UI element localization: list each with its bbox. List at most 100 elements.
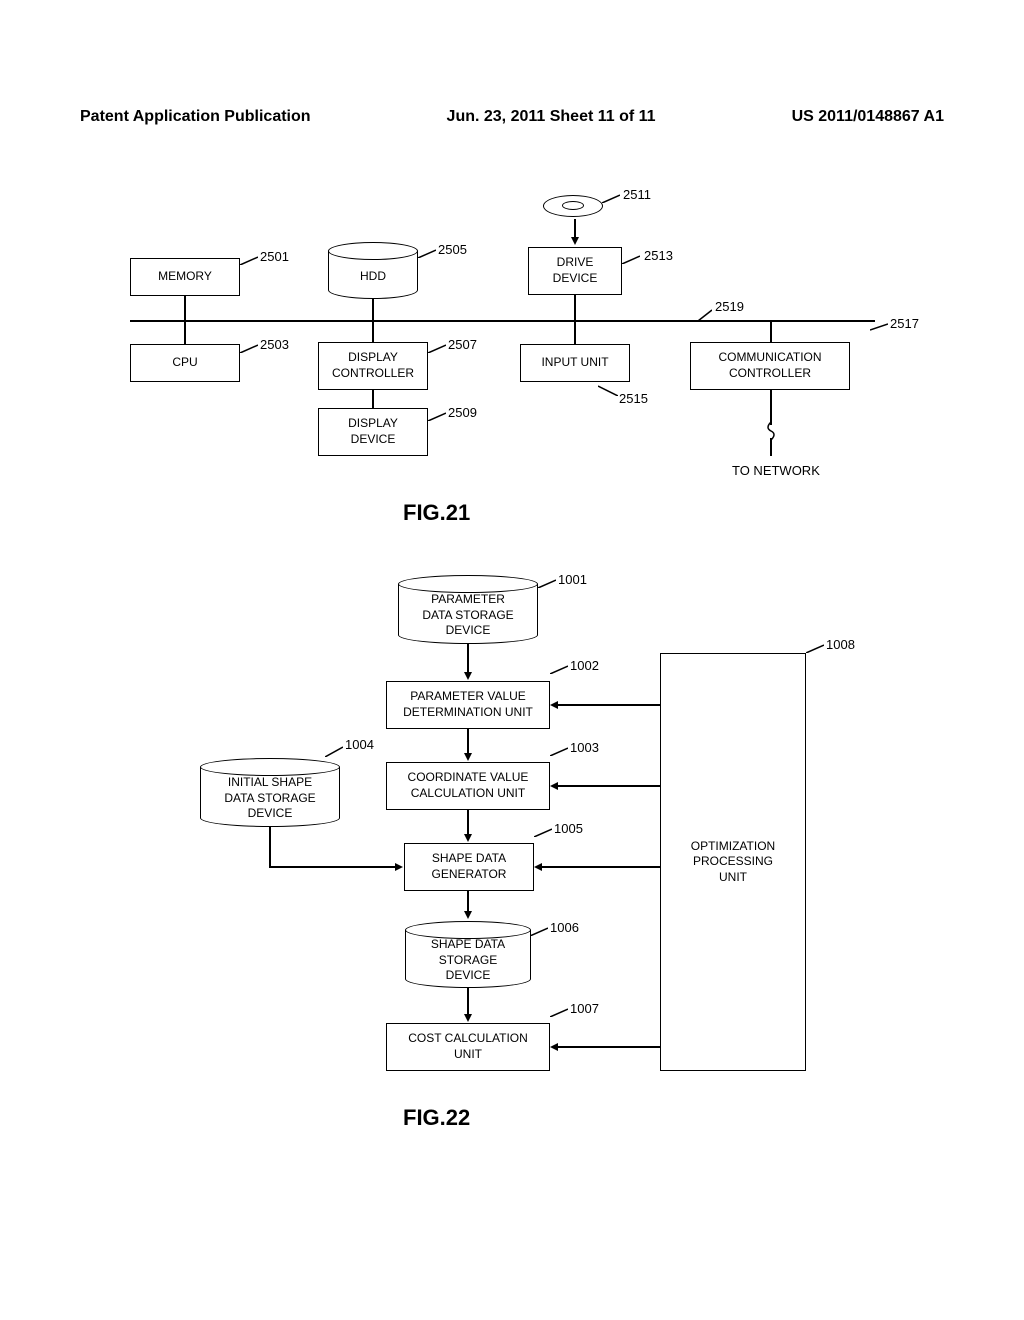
shape-storage-cylinder: SHAPE DATA STORAGE DEVICE [405,921,531,988]
conn-drive [574,295,576,321]
opt-proc-box: OPTIMIZATION PROCESSING UNIT [660,653,806,1071]
shape-storage-label: SHAPE DATA STORAGE DEVICE [431,937,505,984]
conn-opt-1003 [558,785,660,787]
conn-opt-1007-head [550,1043,558,1051]
memory-label: MEMORY [158,269,212,285]
ref-2507: 2507 [448,337,477,352]
arrow-1002-1003-head [464,753,472,761]
conn-input [574,320,576,344]
ref-leader-2515 [598,384,618,396]
arrow-1006-1007 [467,988,469,1016]
disc-inner [562,201,584,210]
shape-gen-box: SHAPE DATA GENERATOR [404,843,534,891]
ref-leader-2517 [870,322,888,332]
conn-initshape-v [269,827,271,867]
cost-calc-label: COST CALCULATION UNIT [408,1031,528,1062]
ref-leader-1005 [534,827,552,837]
ref-leader-1006 [530,926,548,936]
ref-leader-1001 [538,578,556,588]
conn-initshape-h [269,866,397,868]
param-storage-label: PARAMETER DATA STORAGE DEVICE [422,592,513,639]
arrow-1005-1006 [467,891,469,913]
conn-opt-1002-head [550,701,558,709]
display-device-box: DISPLAY DEVICE [318,408,428,456]
hdd-cylinder: HDD [328,242,418,299]
drive-device-label: DRIVE DEVICE [553,255,598,286]
ref-leader-2519 [698,308,712,321]
drive-device-box: DRIVE DEVICE [528,247,622,295]
initial-shape-cylinder: INITIAL SHAPE DATA STORAGE DEVICE [200,758,340,827]
ref-1008: 1008 [826,637,855,652]
coord-calc-box: COORDINATE VALUE CALCULATION UNIT [386,762,550,810]
ref-leader-2507 [428,343,446,353]
conn-opt-1005-head [534,863,542,871]
display-device-label: DISPLAY DEVICE [348,416,398,447]
conn-opt-1007 [558,1046,660,1048]
header-center: Jun. 23, 2011 Sheet 11 of 11 [447,108,656,126]
coord-calc-label: COORDINATE VALUE CALCULATION UNIT [408,770,529,801]
ref-1006: 1006 [550,920,579,935]
hdd-label: HDD [360,269,386,285]
ref-1002: 1002 [570,658,599,673]
display-controller-box: DISPLAY CONTROLLER [318,342,428,390]
initial-shape-label: INITIAL SHAPE DATA STORAGE DEVICE [224,775,315,822]
cpu-label: CPU [172,355,197,371]
conn-cpu [184,320,186,344]
ref-leader-2505 [418,248,436,258]
ref-2501: 2501 [260,249,289,264]
to-network-label: TO NETWORK [732,463,820,478]
conn-comm [770,320,772,342]
ref-1005: 1005 [554,821,583,836]
ref-2505: 2505 [438,242,467,257]
arrow-1002-1003 [467,729,469,755]
ref-leader-2501 [240,255,258,265]
conn-memory [184,296,186,321]
input-unit-box: INPUT UNIT [520,344,630,382]
opt-proc-label: OPTIMIZATION PROCESSING UNIT [691,839,775,886]
conn-opt-1005 [542,866,660,868]
ref-leader-1004 [325,745,343,757]
param-value-label: PARAMETER VALUE DETERMINATION UNIT [403,689,533,720]
network-line-2 [770,438,772,456]
fig22-label: FIG.22 [403,1105,470,1131]
display-controller-label: DISPLAY CONTROLLER [332,350,414,381]
conn-opt-1002 [558,704,660,706]
param-value-box: PARAMETER VALUE DETERMINATION UNIT [386,681,550,729]
conn-dispctrl-dispdev [372,390,374,408]
ref-1003: 1003 [570,740,599,755]
ref-leader-1007 [550,1007,568,1017]
header-right: US 2011/0148867 A1 [792,108,944,126]
page-header: Patent Application Publication Jun. 23, … [80,108,944,126]
conn-opt-1003-head [550,782,558,790]
cost-calc-box: COST CALCULATION UNIT [386,1023,550,1071]
conn-initshape-head [395,863,403,871]
arrow-disc-drive-head [571,237,579,245]
ref-2503: 2503 [260,337,289,352]
header-left: Patent Application Publication [80,108,311,126]
arrow-1003-1005-head [464,834,472,842]
ref-leader-1003 [550,746,568,756]
arrow-1001-1002-head [464,672,472,680]
ref-1007: 1007 [570,1001,599,1016]
ref-2509: 2509 [448,405,477,420]
arrow-disc-drive [574,219,576,239]
cpu-box: CPU [130,344,240,382]
ref-2517: 2517 [890,316,919,331]
ref-leader-2509 [428,411,446,421]
fig21-label: FIG.21 [403,500,470,526]
input-unit-label: INPUT UNIT [541,355,608,371]
shape-gen-label: SHAPE DATA GENERATOR [432,851,507,882]
network-line-1 [770,390,772,425]
conn-hdd [372,298,374,321]
arrow-1006-1007-head [464,1014,472,1022]
comm-controller-label: COMMUNICATION CONTROLLER [718,350,821,381]
comm-controller-box: COMMUNICATION CONTROLLER [690,342,850,390]
ref-2513: 2513 [644,248,673,263]
ref-1001: 1001 [558,572,587,587]
conn-dispctrl [372,320,374,342]
bus-line [130,320,875,322]
ref-1004: 1004 [345,737,374,752]
memory-box: MEMORY [130,258,240,296]
ref-2515: 2515 [619,391,648,406]
arrow-1001-1002 [467,644,469,674]
